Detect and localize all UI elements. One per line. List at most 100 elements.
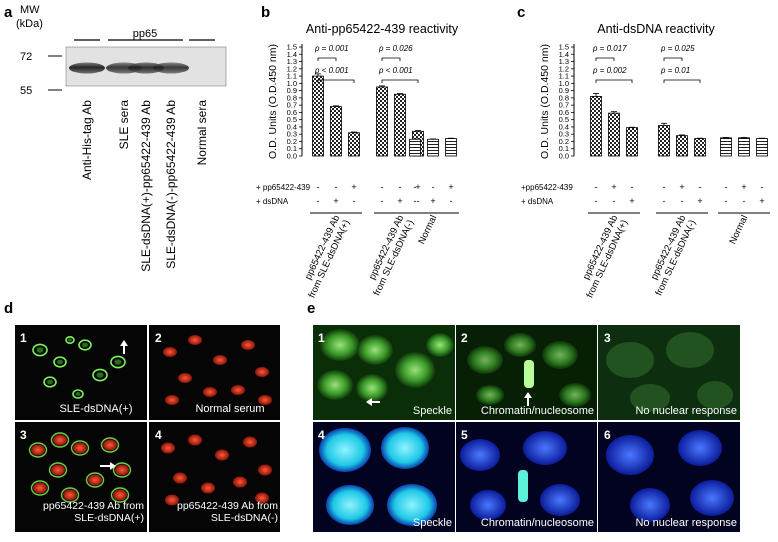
panel-a: a MW (kDa) 72 55 pp65 Anti-His-tag Ab SLE…	[4, 4, 227, 272]
c-y-tick-label-14: 1.4	[559, 50, 569, 59]
c-group-label-2: pp65422-439 Abfrom SLE-dsDNA(-)	[644, 214, 699, 298]
c-y-tick-label-15: 1.5	[559, 43, 569, 52]
e2-condensed-chromatin	[524, 360, 534, 388]
d2-nucleus-8	[231, 385, 245, 395]
d1-cell-core-4	[47, 379, 53, 385]
b-row-label-2: + dsDNA	[256, 197, 289, 206]
c-row-2-sign-6: +	[697, 196, 702, 206]
b-row-2-sign-6: -	[417, 196, 420, 206]
b-row-1-sign-8: -	[432, 182, 435, 192]
e-tile-5-caption: Chromatin/nucleosome	[481, 517, 594, 529]
blot-bands	[69, 62, 189, 74]
lane-labels: Anti-His-tag Ab SLE sera SLE-dsDNA(+)-pp65…	[80, 100, 209, 272]
b-group-label-1: pp65422-439 Abfrom SLE-dsDNA(+)	[297, 214, 353, 300]
e-tile-4-number: 4	[318, 428, 325, 442]
c-row-1-sign-2: +	[611, 182, 616, 192]
pp65-group-label: pp65	[133, 28, 157, 40]
c-row-1-sign-5: +	[679, 182, 684, 192]
c-row-2-sign-5: -	[681, 196, 684, 206]
d-tile-3-caption: pp65422-439 Ab from SLE-dsDNA(+)	[43, 500, 144, 524]
b-y-tick-label-2: 0.2	[287, 137, 297, 146]
e1-nucleus-4	[356, 374, 388, 402]
b-bar-g1-1	[312, 75, 324, 157]
e1-nucleus-1	[320, 329, 360, 361]
c-group-label-3: Normal	[727, 214, 750, 246]
b-pvalue-bracket-2	[317, 79, 355, 83]
d3-ring-2	[48, 462, 68, 478]
d3-ring-5	[60, 487, 80, 503]
b-row-2-sign-1: -	[317, 196, 320, 206]
c-row-1-sign-7: -	[725, 182, 728, 192]
b-y-tick-label-7: 0.7	[287, 101, 297, 110]
d3-nucleus-5	[63, 489, 77, 501]
d3-ring-6	[85, 472, 105, 488]
e-tile-3-caption: No nuclear response	[635, 405, 737, 417]
d3-nucleus-3	[73, 442, 87, 454]
d2-nucleus-5	[255, 367, 269, 377]
d-tile-2-number: 2	[155, 331, 162, 345]
c-y-tick-label-8: 0.8	[559, 93, 569, 102]
d4-nucleus-7	[201, 482, 215, 494]
b-bar-g3-1	[409, 138, 421, 157]
e-tile-2-caption: Chromatin/nucleosome	[481, 405, 594, 417]
b-bar-g2-1	[376, 86, 388, 157]
e5-nucleus-3	[470, 490, 506, 520]
c-pvalue-text-4: p = 0.01	[660, 66, 690, 75]
mw-55-label: 55	[20, 85, 32, 97]
c-bar-g3-2	[738, 137, 750, 157]
panel-c: c Anti-dsDNA reactivity O.D. Units (O.D.4…	[517, 4, 770, 300]
d1-cell-core-6	[114, 359, 122, 365]
b-bar-g1-3	[348, 132, 360, 157]
c-row-1-sign-6: -	[699, 182, 702, 192]
e-tile-2-number: 2	[461, 331, 468, 345]
b-bar-g3-3	[445, 138, 457, 157]
d-tile-3-number: 3	[20, 428, 27, 442]
e2-nucleus-1	[467, 346, 503, 374]
e-tile-2-arrow	[524, 392, 532, 406]
c-chart-title: Anti-dsDNA reactivity	[597, 22, 715, 36]
d2-nucleus-4	[241, 340, 255, 350]
d3-nucleus-6	[88, 474, 102, 486]
c-group-label-1: pp65422-439 Abfrom SLE-dsDNA(+)	[575, 214, 631, 300]
b-group-label-3: Normal	[416, 214, 439, 246]
c-row-label-2: + dsDNA	[521, 197, 554, 206]
c-y-tick-label-0: 0.0	[559, 152, 569, 161]
b-row-1-sign-7: -	[414, 182, 417, 192]
c-y-tick-label-5: 0.5	[559, 115, 569, 124]
b-y-tick-label-10: 1.0	[287, 79, 297, 88]
c-row-1-sign-8: +	[741, 182, 746, 192]
e-tile-5-number: 5	[461, 428, 468, 442]
lane-label-4: SLE-dsDNA(-)-pp65422-439 Ab	[164, 100, 178, 269]
b-bar-g1-2	[330, 106, 342, 157]
c-bar-g1-3	[626, 127, 638, 157]
e3-cell-3	[630, 384, 670, 412]
d3-ring-4	[30, 480, 50, 496]
e-tile-1-caption: Speckle	[413, 405, 452, 417]
d1-cell-1	[32, 343, 48, 357]
b-y-tick-label-1: 0.1	[287, 144, 297, 153]
c-y-tick-label-10: 1.0	[559, 79, 569, 88]
d1-cell-core-1	[36, 347, 44, 353]
b-row-2-sign-5: +	[397, 196, 402, 206]
b-y-tick-label-12: 1.2	[287, 64, 297, 73]
chart-c: Anti-dsDNA reactivity O.D. Units (O.D.450…	[521, 22, 770, 300]
d2-nucleus-2	[188, 335, 202, 345]
d-tile-4-caption-box: pp65422-439 Ab from SLE-dsDNA(-)	[177, 500, 278, 524]
panel-label-c: c	[517, 4, 525, 21]
d3-ring-9	[50, 432, 70, 448]
b-pvalue-bracket-3	[381, 57, 401, 61]
lane-label-3: SLE-dsDNA(+)-pp65422-439 Ab	[139, 100, 153, 272]
d-tile-2-caption: Normal serum	[195, 403, 264, 415]
c-y-axis-label: O.D. Units (O.D.450 nm)	[539, 44, 551, 159]
d-tile-4-caption: pp65422-439 Ab from SLE-dsDNA(-)	[177, 500, 278, 524]
c-y-tick-label-12: 1.2	[559, 64, 569, 73]
e3-cell-2	[666, 332, 714, 368]
d2-nucleus-3	[213, 355, 227, 365]
e2-nucleus-3	[542, 341, 578, 369]
panel-label-a: a	[4, 4, 13, 21]
c-bar-g1-2	[608, 112, 620, 157]
lane-label-5: Normal sera	[195, 100, 209, 166]
e4-nucleus-3	[326, 485, 374, 525]
e5-condensed-chromatin	[518, 470, 528, 502]
kda-label: (kDa)	[16, 18, 43, 30]
